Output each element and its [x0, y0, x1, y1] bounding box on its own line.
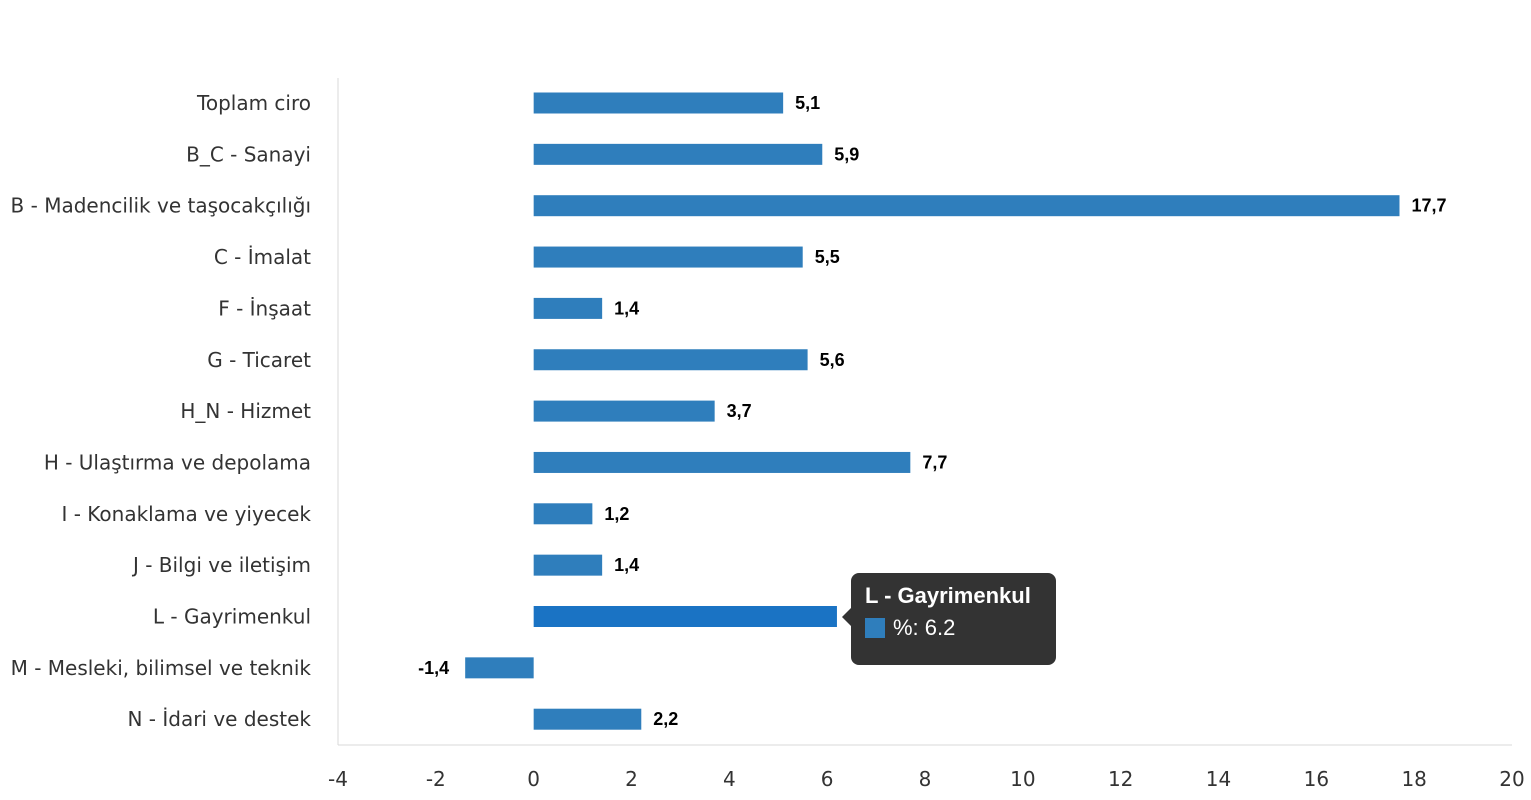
data-label: 5,6: [820, 350, 845, 370]
bar[interactable]: [533, 195, 1400, 217]
data-label: -1,4: [418, 658, 449, 678]
category-label: Toplam ciro: [196, 91, 311, 115]
data-label: 2,2: [653, 709, 678, 729]
x-axis-ticks: -4 -2 0 2 4 6 8 10 12 14 16 18 20: [328, 767, 1525, 791]
data-label: 1,2: [604, 504, 629, 524]
category-label: B_C - Sanayi: [186, 142, 311, 166]
category-label: H - Ulaştırma ve depolama: [44, 450, 311, 474]
plot-frame: [337, 78, 1512, 746]
data-label: 5,9: [834, 144, 859, 164]
category-label: J - Bilgi ve iletişim: [131, 553, 311, 577]
x-tick-label: 10: [1010, 767, 1035, 791]
category-label: C - İmalat: [214, 245, 311, 269]
category-label: N - İdari ve destek: [127, 707, 311, 731]
category-label: B - Madencilik ve taşocakçılığı: [11, 194, 311, 218]
bar[interactable]: [533, 606, 837, 627]
x-tick-label: 16: [1304, 767, 1329, 791]
bar[interactable]: [533, 554, 603, 576]
tooltip-value: %: 6.2: [892, 614, 956, 640]
category-label: I - Konaklama ve yiyecek: [61, 502, 311, 526]
data-label: 17,7: [1411, 196, 1446, 216]
category-labels: Toplam ciro B_C - Sanayi B - Madencilik ve…: [11, 91, 312, 731]
bar[interactable]: [533, 708, 642, 730]
bar[interactable]: [533, 503, 593, 525]
x-tick-label: 2: [625, 767, 638, 791]
tooltip-row: %: 6.2: [864, 611, 1042, 645]
x-tick-label: 4: [723, 767, 736, 791]
data-label: 7,7: [922, 452, 947, 472]
bar[interactable]: [533, 349, 808, 371]
bar[interactable]: [533, 400, 715, 422]
x-tick-label: 18: [1401, 767, 1426, 791]
tooltip-arrow: [841, 607, 851, 626]
data-label: 5,5: [815, 247, 840, 267]
x-tick-label: -2: [426, 767, 446, 791]
category-label: L - Gayrimenkul: [153, 605, 311, 629]
bar[interactable]: [533, 451, 911, 473]
data-label: 1,4: [614, 298, 639, 318]
category-label: M - Mesleki, bilimsel ve teknik: [11, 656, 312, 680]
data-label: 3,7: [727, 401, 752, 421]
x-tick-label: -4: [328, 767, 348, 791]
category-label: G - Ticaret: [207, 348, 311, 372]
x-tick-label: 20: [1499, 767, 1524, 791]
bar[interactable]: [465, 657, 534, 679]
x-tick-label: 12: [1108, 767, 1133, 791]
x-tick-label: 14: [1206, 767, 1231, 791]
category-label: H_N - Hizmet: [180, 399, 311, 423]
tooltip: L - Gayrimenkul %: 6.2: [841, 572, 1056, 665]
x-tick-label: 8: [919, 767, 932, 791]
tooltip-title: L - Gayrimenkul: [864, 582, 1031, 608]
bar[interactable]: [533, 246, 803, 268]
data-label: 5,1: [795, 93, 820, 113]
bars: [465, 92, 1400, 730]
bar[interactable]: [533, 92, 784, 114]
x-tick-label: 6: [821, 767, 834, 791]
bar[interactable]: [533, 143, 823, 165]
data-label: 1,4: [614, 555, 639, 575]
tooltip-swatch: [864, 617, 885, 638]
category-label: F - İnşaat: [218, 296, 311, 320]
bar[interactable]: [533, 297, 603, 319]
x-tick-label: 0: [527, 767, 540, 791]
